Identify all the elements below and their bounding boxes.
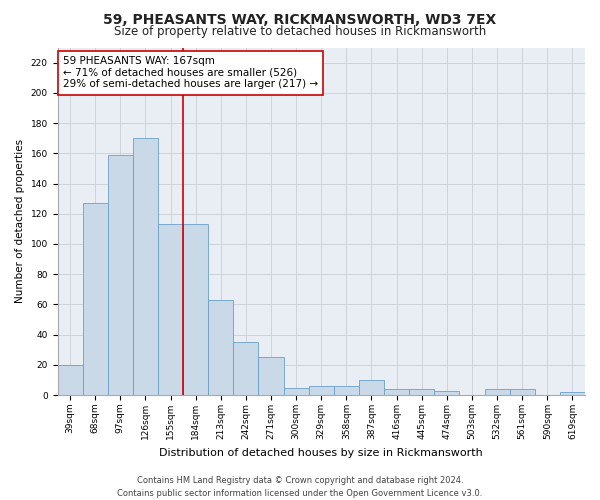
Text: 59, PHEASANTS WAY, RICKMANSWORTH, WD3 7EX: 59, PHEASANTS WAY, RICKMANSWORTH, WD3 7E…	[103, 12, 497, 26]
X-axis label: Distribution of detached houses by size in Rickmansworth: Distribution of detached houses by size …	[160, 448, 483, 458]
Bar	[158, 224, 183, 395]
Text: 59 PHEASANTS WAY: 167sqm
← 71% of detached houses are smaller (526)
29% of semi-: 59 PHEASANTS WAY: 167sqm ← 71% of detach…	[63, 56, 318, 90]
Bar	[183, 224, 208, 395]
Bar	[434, 390, 460, 395]
Bar	[133, 138, 158, 395]
Bar	[259, 358, 284, 395]
Bar	[509, 389, 535, 395]
Bar	[233, 342, 259, 395]
Bar	[83, 203, 108, 395]
Bar	[409, 389, 434, 395]
Bar	[485, 389, 509, 395]
Bar	[208, 300, 233, 395]
Bar	[58, 365, 83, 395]
Text: Size of property relative to detached houses in Rickmansworth: Size of property relative to detached ho…	[114, 25, 486, 38]
Bar	[309, 386, 334, 395]
Y-axis label: Number of detached properties: Number of detached properties	[15, 140, 25, 304]
Bar	[334, 386, 359, 395]
Bar	[108, 155, 133, 395]
Bar	[384, 389, 409, 395]
Text: Contains HM Land Registry data © Crown copyright and database right 2024.
Contai: Contains HM Land Registry data © Crown c…	[118, 476, 482, 498]
Bar	[560, 392, 585, 395]
Bar	[284, 388, 309, 395]
Bar	[359, 380, 384, 395]
